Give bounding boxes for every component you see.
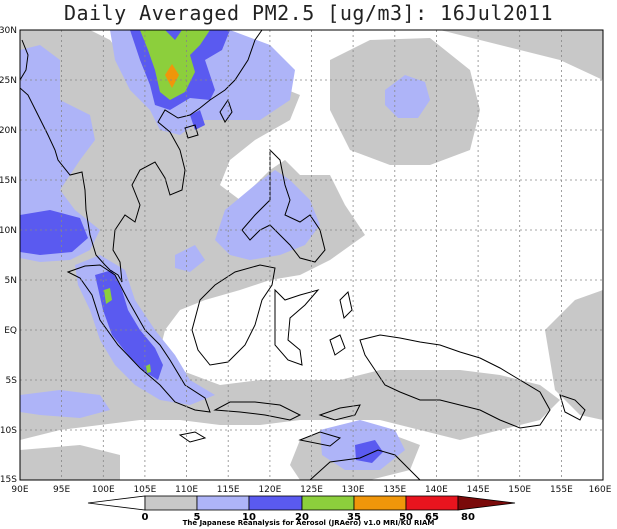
lon-label: 135E [383,485,406,495]
lon-label: 150E [508,485,531,495]
lat-label: 30N [0,26,17,36]
lon-label: 155E [550,485,573,495]
coast-bali [178,431,207,443]
credit-line: The Japanese Reanalysis for Aerosol (JRA… [182,519,435,527]
coast-taiwan [219,98,233,123]
lon-label: 105E [133,485,156,495]
colorbar-label: 80 [461,512,475,523]
shading-20-35-sumatra [95,270,163,380]
colorbar-label: 65 [425,512,439,523]
colorbar-segment [144,495,198,511]
coast-phil [241,148,326,263]
colorbar-segment [248,495,303,511]
coast-islands-e [559,394,586,421]
coast-north-aus [309,449,421,480]
coastlines [20,30,586,480]
colorbar-segment [301,495,355,511]
colorbar-label: 0 [142,512,149,523]
colorbar-label: 35 [347,512,361,523]
shading-5-10-ne2 [440,30,603,80]
lon-label: 160E [589,485,612,495]
colorbar: 0 5 10 20 35 50 65 80 [87,495,516,523]
colorbar-label: 20 [295,512,309,523]
shading-10-20-south [20,390,110,418]
lat-label: EQ [4,326,17,336]
lon-label: 140E [425,485,448,495]
lon-label: 95E [53,485,70,495]
lon-label: 100E [92,485,115,495]
lat-label: 10S [0,426,17,436]
shading-50-65-china [165,64,179,88]
lat-label: 25N [0,76,17,86]
lat-label: 5N [5,276,17,286]
lat-axis: 30N 25N 20N 15N 10N 5N EQ 5S 10S 15S [0,26,17,485]
gridlines [20,30,603,480]
coast-halmahera [339,291,353,319]
colorbar-label: 5 [194,512,201,523]
lon-label: 125E [300,485,323,495]
coast-mainland [20,30,263,283]
pm25-shading [20,30,603,480]
colorbar-right-arrow [457,495,516,511]
coast-borneo [191,264,276,366]
lon-label: 115E [217,485,240,495]
coast-flores [298,431,342,447]
lat-label: 20N [0,126,17,136]
colorbar-segment [405,495,459,511]
shading-35-50-china [140,30,210,100]
lat-label: 10N [0,226,17,236]
shading-10-20-pacific [385,75,430,118]
lat-label: 15N [0,176,17,186]
coast-newguinea [359,334,551,429]
coast-sulawesi [274,288,320,366]
lon-label: 110E [175,485,198,495]
coast-india [20,39,29,81]
lon-axis: 90E 95E 100E 105E 110E 115E 120E 125E 13… [11,485,611,495]
map-title: Daily Averaged PM2.5 [ug/m3]: 16Jul2011 [63,1,554,25]
shading-5-10-east [545,290,603,420]
lat-label: 5S [6,376,18,386]
shading-10-20-west [20,45,100,262]
shading-35-50-sumatra2 [146,364,151,373]
lon-label: 90E [11,485,28,495]
shading-5-10-south [20,445,120,480]
colorbar-segment [196,495,250,511]
shading-20-35-bay [20,210,88,255]
colorbar-label: 10 [242,512,256,523]
coast-java [213,401,302,421]
map-frame [19,29,604,481]
coast-maluku [329,334,346,356]
lon-label: 120E [258,485,281,495]
lon-label: 130E [342,485,365,495]
shading-35-50-sumatra [104,288,112,304]
lat-label: 15S [0,475,17,485]
colorbar-segment [353,495,407,511]
coast-timor [318,404,361,421]
colorbar-label: 50 [399,512,413,523]
coast-hainan [184,124,199,139]
colorbar-left-arrow [87,495,146,511]
coast-sumatra [66,264,211,413]
shading-10-20-misc [175,245,205,272]
shading-10-20-phil [215,170,320,260]
lon-label: 145E [467,485,490,495]
